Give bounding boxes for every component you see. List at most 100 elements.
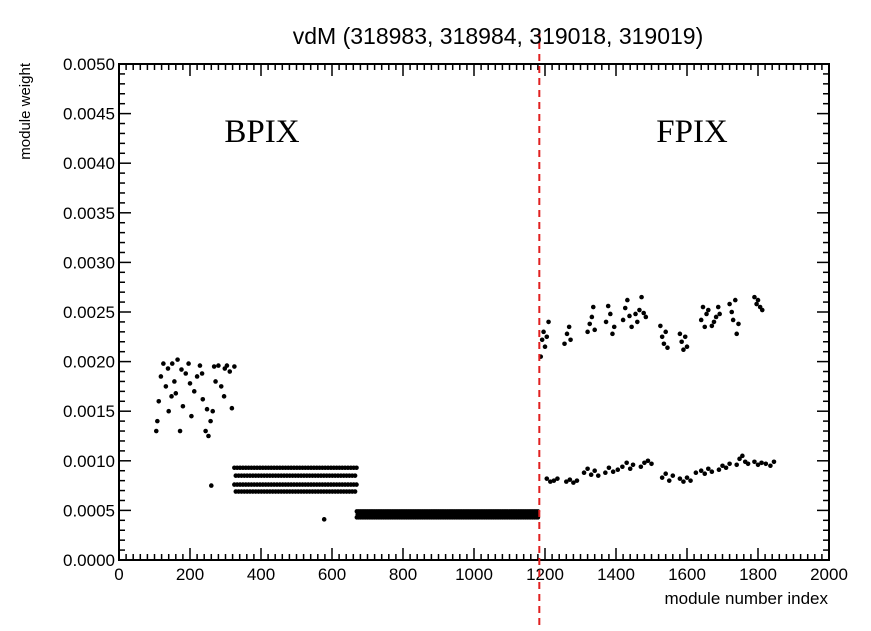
data-point (153, 428, 159, 434)
data-point (665, 345, 670, 351)
data-point (592, 327, 597, 333)
data-point (713, 314, 719, 320)
data-point (199, 371, 205, 376)
data-point (209, 483, 214, 488)
y-tick-label: 0.0035 (63, 204, 115, 223)
data-point (183, 371, 189, 376)
data-point (585, 466, 590, 472)
data-point (727, 461, 732, 467)
data-point (169, 394, 174, 399)
x-axis-label: module number index (665, 589, 829, 608)
bpix-region-label: BPIX (224, 114, 299, 150)
data-point (186, 361, 191, 366)
data-point (715, 304, 721, 310)
data-point (684, 475, 690, 480)
data-point (642, 460, 647, 466)
data-point (620, 317, 626, 323)
data-point (633, 311, 638, 317)
points-layer (153, 294, 777, 522)
data-point (666, 478, 672, 483)
data-point (693, 470, 699, 476)
data-point (615, 467, 621, 473)
data-point (720, 463, 725, 469)
data-point (611, 324, 617, 330)
data-point (177, 428, 183, 434)
y-tick-label: 0.0030 (63, 253, 115, 272)
data-point (658, 323, 663, 329)
data-point (727, 301, 732, 307)
data-point (698, 317, 704, 323)
data-point (706, 307, 711, 313)
data-point (161, 361, 166, 366)
data-point (638, 464, 644, 470)
data-point (551, 478, 557, 483)
y-tick-label: 0.0000 (63, 551, 115, 570)
data-point (208, 418, 213, 424)
data-point (681, 479, 686, 484)
data-point (179, 367, 184, 372)
data-point (587, 321, 593, 327)
x-tick-label: 1200 (526, 565, 564, 584)
text-layer: vdM (318983, 318984, 319018, 319019) mod… (17, 23, 828, 608)
data-point (637, 307, 642, 313)
data-point (677, 476, 683, 481)
data-point (755, 462, 761, 468)
data-point (740, 453, 745, 459)
data-point (625, 297, 630, 303)
x-tick-label: 1600 (668, 565, 706, 584)
data-point (732, 297, 738, 303)
data-point (610, 469, 616, 475)
data-point (736, 321, 741, 327)
y-axis-label: module weight (17, 62, 34, 160)
data-point (603, 319, 609, 325)
data-point (189, 413, 194, 419)
data-point (571, 480, 576, 485)
data-point (688, 478, 693, 483)
x-tick-label: 1800 (739, 565, 777, 584)
data-point (610, 331, 615, 337)
data-point (734, 331, 739, 337)
data-point (562, 341, 567, 347)
data-point (581, 470, 587, 476)
data-point (698, 468, 704, 474)
data-point (158, 374, 164, 379)
data-point (635, 319, 640, 325)
data-point (156, 398, 162, 404)
y-tick-label: 0.0010 (63, 452, 115, 471)
data-point (745, 461, 751, 467)
data-point (546, 319, 551, 325)
data-point (180, 403, 186, 409)
x-tick-label: 600 (318, 565, 346, 584)
data-point (172, 379, 177, 384)
data-point (200, 397, 206, 402)
y-tick-label: 0.0020 (63, 353, 115, 372)
data-point (759, 460, 764, 466)
data-point (197, 363, 203, 368)
data-point (539, 337, 545, 343)
y-tick-label: 0.0025 (63, 303, 115, 322)
data-point (222, 366, 228, 371)
ticks-layer: 0 200 400 600 800 1000 1200 1400 1600 1800 2000 0.0… (63, 55, 848, 584)
data-point (605, 303, 611, 309)
data-point (737, 456, 742, 462)
data-point (603, 470, 608, 476)
data-point (169, 361, 175, 366)
data-point (752, 294, 757, 300)
data-point (645, 458, 651, 464)
data-point (608, 311, 613, 317)
data-point (204, 406, 210, 412)
data-point (574, 478, 580, 483)
data-point (639, 294, 644, 300)
data-point (682, 334, 688, 340)
data-point (163, 384, 169, 389)
data-point (564, 331, 570, 337)
data-point (232, 364, 237, 369)
data-point (734, 462, 739, 468)
data-point (700, 304, 706, 310)
data-point (661, 341, 667, 347)
data-point (194, 374, 200, 379)
data-point (206, 433, 211, 439)
data-point (227, 369, 233, 374)
data-point (221, 394, 227, 399)
